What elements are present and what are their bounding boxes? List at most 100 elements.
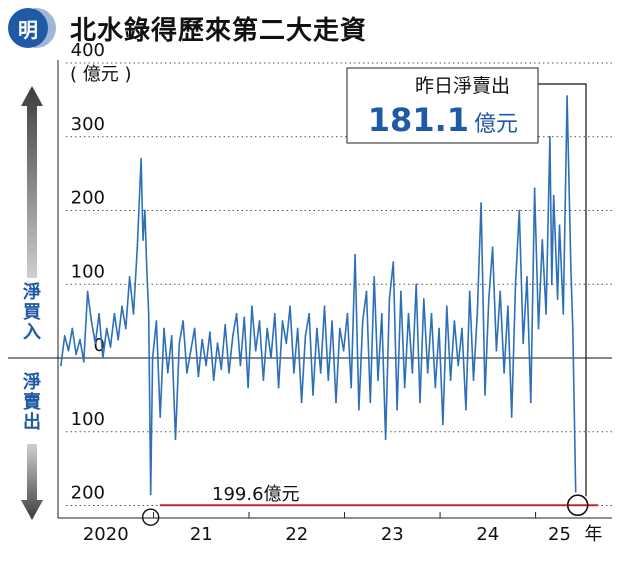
data-point <box>457 364 460 367</box>
data-point <box>254 349 257 352</box>
data-point <box>201 338 204 341</box>
y-tick-label: 200 <box>71 188 105 209</box>
data-point <box>121 305 123 308</box>
newspaper-logo: 明 <box>8 8 48 48</box>
data-point <box>147 312 150 315</box>
buy-label-char: 買 <box>23 302 41 323</box>
data-point <box>514 283 517 286</box>
x-tick-label: 23 <box>381 524 404 545</box>
up-arrow-icon <box>21 86 43 278</box>
x-tick-label: 2020 <box>83 524 129 545</box>
data-point <box>403 386 406 389</box>
x-tick-label: 21 <box>190 524 213 545</box>
data-point <box>445 305 448 308</box>
data-point <box>449 379 452 381</box>
data-point <box>178 342 181 345</box>
data-point <box>273 312 276 315</box>
data-point <box>289 305 291 308</box>
data-point <box>193 327 196 330</box>
data-point <box>140 158 143 160</box>
data-point <box>124 327 127 330</box>
data-point <box>346 312 349 315</box>
callout-box <box>346 67 539 144</box>
data-point <box>239 364 242 367</box>
data-point <box>468 290 471 293</box>
data-point <box>186 371 188 374</box>
data-point <box>434 386 437 389</box>
sell-label-char: 賣 <box>23 391 42 413</box>
data-point <box>75 353 77 356</box>
latest-unit: 億元 <box>474 112 518 137</box>
y-tick-label: 100 <box>71 261 105 282</box>
data-point <box>380 312 383 315</box>
data-point <box>262 379 265 381</box>
data-point <box>566 95 568 98</box>
data-point <box>510 416 513 418</box>
data-point <box>67 349 70 352</box>
data-point <box>522 342 525 345</box>
x-tick-label: 25 <box>548 524 571 545</box>
data-point <box>149 493 152 496</box>
data-point <box>136 246 139 249</box>
data-point <box>529 401 532 404</box>
data-point <box>109 346 112 348</box>
data-point <box>220 368 223 370</box>
data-point <box>350 386 353 389</box>
data-point <box>312 394 314 396</box>
y-tick-label: 400 <box>71 40 105 61</box>
data-point <box>128 276 131 278</box>
data-point <box>556 298 559 300</box>
data-point <box>151 357 154 359</box>
data-point <box>442 423 444 426</box>
data-point <box>281 320 284 322</box>
chart-title: 北水錄得歷來第二大走資 <box>70 15 368 46</box>
data-point <box>338 327 341 330</box>
sell-label-char: 出 <box>23 411 41 433</box>
data-point <box>495 349 498 352</box>
down-arrow-icon <box>21 444 43 520</box>
data-point <box>247 386 250 389</box>
data-point <box>300 401 303 404</box>
data-point <box>461 327 463 330</box>
data-point <box>105 327 108 330</box>
data-point <box>396 408 398 411</box>
data-point <box>484 394 486 396</box>
data-point <box>558 224 561 227</box>
data-point <box>407 312 410 315</box>
data-point <box>277 386 280 389</box>
data-point <box>562 312 565 315</box>
data-point <box>373 276 376 278</box>
data-point <box>155 320 158 322</box>
data-point <box>144 209 146 212</box>
data-point <box>476 312 479 315</box>
data-point <box>491 246 494 249</box>
data-point <box>537 327 540 330</box>
data-point <box>132 312 135 315</box>
y-tick-label: 100 <box>71 409 105 430</box>
data-point <box>503 371 505 374</box>
x-tick-label: 22 <box>285 524 308 545</box>
data-point <box>570 268 572 271</box>
data-point <box>258 320 261 322</box>
data-point <box>266 327 269 330</box>
data-point <box>308 312 311 315</box>
data-point <box>102 357 104 359</box>
data-point <box>71 327 74 330</box>
data-point <box>270 357 272 359</box>
data-point <box>507 305 509 308</box>
data-point <box>354 253 356 256</box>
data-point <box>117 338 120 341</box>
data-point <box>174 438 177 440</box>
callout-leader <box>538 83 587 497</box>
latest-marker <box>566 494 589 517</box>
data-point <box>212 379 215 381</box>
data-point <box>533 187 536 190</box>
data-point <box>574 490 577 493</box>
data-point <box>526 276 528 278</box>
data-point <box>327 379 330 381</box>
data-point <box>388 298 391 300</box>
data-point <box>392 261 395 263</box>
data-point <box>365 290 368 293</box>
data-point <box>251 305 253 308</box>
